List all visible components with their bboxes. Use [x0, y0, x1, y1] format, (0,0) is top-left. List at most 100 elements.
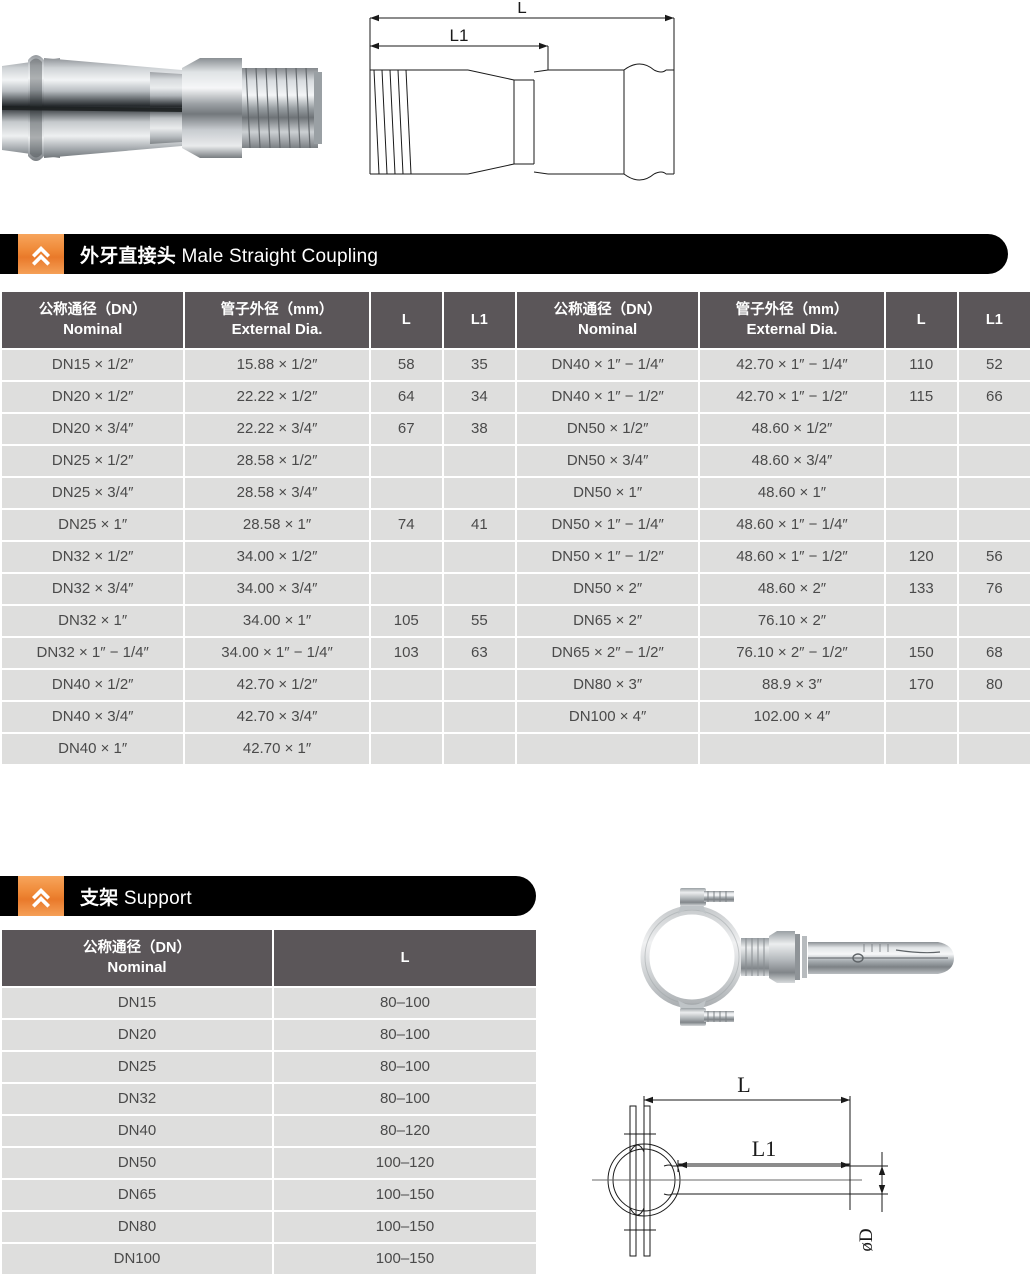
col-header-l-left: L — [370, 292, 442, 348]
cell-support-nominal: DN40 — [2, 1115, 272, 1146]
cell-extdia-left: 28.58 × 1/2″ — [185, 445, 369, 476]
section-title-coupling-cn: 外牙直接头 — [80, 245, 177, 267]
cell-support-l: 100–150 — [274, 1243, 536, 1274]
cell-nominal-left: DN40 × 3/4″ — [2, 701, 184, 732]
coupling-spec-table: 公称通径（DN） Nominal 管子外径（mm） External Dia. … — [0, 290, 1032, 766]
cell-extdia-left: 15.88 × 1/2″ — [185, 349, 369, 380]
cell-extdia-right: 88.9 × 3″ — [700, 669, 884, 700]
cell-support-nominal: DN100 — [2, 1243, 272, 1274]
cell-extdia-right: 48.60 × 3/4″ — [700, 445, 884, 476]
col-header-extdia-right-cn: 管子外径（mm） — [735, 302, 849, 318]
col-header-nominal-left-cn: 公称通径（DN） — [38, 302, 147, 318]
cell-support-nominal: DN15 — [2, 987, 272, 1018]
cell-l-right: 110 — [885, 349, 957, 380]
cell-support-nominal: DN80 — [2, 1211, 272, 1242]
cell-l-left: 64 — [370, 381, 442, 412]
col-header-l1-right: L1 — [958, 292, 1030, 348]
col-header-extdia-right: 管子外径（mm） External Dia. — [700, 292, 884, 348]
cell-extdia-left: 34.00 × 3/4″ — [185, 573, 369, 604]
cell-l1-left — [443, 669, 515, 700]
cell-nominal-right: DN40 × 1″ − 1/4″ — [516, 349, 699, 380]
cell-nominal-right: DN50 × 1″ — [516, 477, 699, 508]
cell-l1-left: 63 — [443, 637, 515, 668]
cell-l-left — [370, 701, 442, 732]
cell-nominal-right: DN50 × 1/2″ — [516, 413, 699, 444]
cell-extdia-left: 42.70 × 1″ — [185, 733, 369, 764]
cell-extdia-left: 34.00 × 1″ — [185, 605, 369, 636]
col-header-l-right: L — [885, 292, 957, 348]
col-header-support-nominal-cn: 公称通径（DN） — [83, 940, 191, 956]
cell-l1-left — [443, 445, 515, 476]
cell-l-left: 67 — [370, 413, 442, 444]
cell-l-left: 58 — [370, 349, 442, 380]
cell-extdia-left: 42.70 × 1/2″ — [185, 669, 369, 700]
cell-nominal-left: DN32 × 1″ — [2, 605, 184, 636]
col-header-nominal-left: 公称通径（DN） Nominal — [2, 292, 184, 348]
cell-nominal-right: DN40 × 1″ − 1/2″ — [516, 381, 699, 412]
cell-nominal-left: DN40 × 1″ — [2, 733, 184, 764]
cell-l-right — [885, 733, 957, 764]
cell-l-right — [885, 509, 957, 540]
col-header-support-nominal-en: Nominal — [107, 958, 167, 976]
cell-extdia-left: 34.00 × 1/2″ — [185, 541, 369, 572]
cell-extdia-right: 102.00 × 4″ — [700, 701, 884, 732]
cell-nominal-right: DN50 × 2″ — [516, 573, 699, 604]
double-chevron-up-icon — [18, 234, 64, 274]
cell-nominal-left: DN15 × 1/2″ — [2, 349, 184, 380]
table-row: DN40 80–120 — [2, 1115, 536, 1146]
cell-extdia-left: 28.58 × 1″ — [185, 509, 369, 540]
cell-l1-right: 76 — [958, 573, 1030, 604]
cell-l1-right — [958, 701, 1030, 732]
cell-extdia-right: 42.70 × 1″ − 1/2″ — [700, 381, 884, 412]
col-header-support-l: L — [274, 930, 536, 986]
col-header-nominal-right-cn: 公称通径（DN） — [553, 302, 662, 318]
coupling-dim-l1-label: L1 — [450, 26, 469, 45]
cell-l-right: 150 — [885, 637, 957, 668]
cell-l1-left — [443, 701, 515, 732]
cell-support-l: 80–100 — [274, 1051, 536, 1082]
cell-extdia-right: 48.60 × 1″ − 1/4″ — [700, 509, 884, 540]
cell-support-nominal: DN25 — [2, 1051, 272, 1082]
coupling-technical-drawing: L L1 — [356, 2, 694, 198]
table-row: DN15 80–100 — [2, 987, 536, 1018]
table-row: DN25 80–100 — [2, 1051, 536, 1082]
cell-support-l: 100–150 — [274, 1179, 536, 1210]
cell-extdia-left: 22.22 × 3/4″ — [185, 413, 369, 444]
cell-support-l: 100–150 — [274, 1211, 536, 1242]
table-row: DN20 × 3/4″ 22.22 × 3/4″ 67 38 DN50 × 1/2″ 48… — [2, 413, 1030, 444]
table-row: DN32 80–100 — [2, 1083, 536, 1114]
col-header-nominal-left-en: Nominal — [63, 320, 123, 338]
section-title-support: 支架 Support — [80, 883, 192, 910]
cell-l1-right — [958, 509, 1030, 540]
table-row: DN80 100–150 — [2, 1211, 536, 1242]
double-chevron-up-icon — [18, 876, 64, 916]
cell-l1-left: 55 — [443, 605, 515, 636]
cell-l1-left: 34 — [443, 381, 515, 412]
col-header-nominal-right-en: Nominal — [578, 320, 638, 338]
table-row: DN32 × 1″ 34.00 × 1″ 105 55 DN65 × 2″ 76.10 ×… — [2, 605, 1030, 636]
section-header-male-straight-coupling: 外牙直接头 Male Straight Coupling — [0, 234, 1008, 274]
support-dim-diameter-label: øD — [856, 1228, 877, 1251]
support-spec-table: 公称通径（DN） Nominal L DN15 80–100 DN20 80–100 D… — [0, 928, 538, 1276]
cell-nominal-left: DN40 × 1/2″ — [2, 669, 184, 700]
cell-support-nominal: DN32 — [2, 1083, 272, 1114]
cell-support-l: 80–120 — [274, 1115, 536, 1146]
cell-extdia-right: 48.60 × 1/2″ — [700, 413, 884, 444]
cell-l1-right — [958, 477, 1030, 508]
cell-l-right: 133 — [885, 573, 957, 604]
col-header-extdia-right-en: External Dia. — [746, 320, 838, 338]
cell-nominal-left: DN20 × 3/4″ — [2, 413, 184, 444]
cell-l1-right: 56 — [958, 541, 1030, 572]
cell-nominal-right: DN50 × 3/4″ — [516, 445, 699, 476]
male-straight-coupling-photo — [0, 28, 326, 188]
table-row: DN40 × 1/2″ 42.70 × 1/2″ DN80 × 3″ 88.9 × 3… — [2, 669, 1030, 700]
cell-l1-left — [443, 541, 515, 572]
cell-nominal-left: DN32 × 1″ − 1/4″ — [2, 637, 184, 668]
cell-extdia-left: 42.70 × 3/4″ — [185, 701, 369, 732]
cell-l-right: 115 — [885, 381, 957, 412]
cell-nominal-right: DN50 × 1″ − 1/4″ — [516, 509, 699, 540]
table-row: DN100 100–150 — [2, 1243, 536, 1274]
table-row: DN32 × 1/2″ 34.00 × 1/2″ DN50 × 1″ − 1/2″ 4… — [2, 541, 1030, 572]
cell-l1-right: 80 — [958, 669, 1030, 700]
table-row: DN65 100–150 — [2, 1179, 536, 1210]
